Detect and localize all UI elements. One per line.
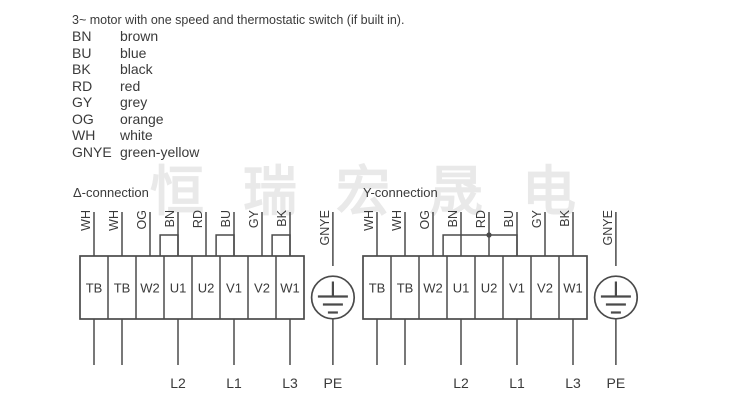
svg-text:GNYE: GNYE (318, 210, 332, 245)
svg-text:BU: BU (502, 210, 516, 227)
svg-text:L2: L2 (170, 375, 186, 391)
svg-text:Δ-connection: Δ-connection (73, 185, 149, 200)
svg-text:W1: W1 (280, 281, 300, 296)
svg-text:WH: WH (362, 210, 376, 231)
svg-text:W2: W2 (423, 281, 443, 296)
svg-text:RD: RD (191, 210, 205, 228)
svg-text:OG: OG (418, 210, 432, 229)
svg-text:PE: PE (324, 375, 343, 391)
svg-text:BN: BN (446, 210, 460, 227)
svg-text:L2: L2 (453, 375, 469, 391)
svg-text:TB: TB (369, 281, 386, 296)
svg-text:U2: U2 (198, 281, 215, 296)
svg-text:L3: L3 (565, 375, 581, 391)
svg-text:BU: BU (219, 210, 233, 227)
svg-text:BK: BK (558, 209, 572, 226)
svg-text:V1: V1 (226, 281, 242, 296)
svg-text:WH: WH (390, 210, 404, 231)
svg-text:TB: TB (86, 281, 103, 296)
svg-text:GY: GY (530, 209, 544, 228)
svg-text:BN: BN (163, 210, 177, 227)
svg-text:GNYE: GNYE (601, 210, 615, 245)
svg-text:RD: RD (474, 210, 488, 228)
svg-text:GY: GY (247, 209, 261, 228)
svg-text:U1: U1 (453, 281, 470, 296)
svg-text:OG: OG (135, 210, 149, 229)
svg-text:V1: V1 (509, 281, 525, 296)
svg-text:W2: W2 (140, 281, 160, 296)
svg-text:V2: V2 (254, 281, 270, 296)
svg-text:WH: WH (79, 210, 93, 231)
svg-text:BK: BK (275, 209, 289, 226)
svg-text:TB: TB (114, 281, 131, 296)
svg-text:Y-connection: Y-connection (363, 185, 438, 200)
svg-text:TB: TB (397, 281, 414, 296)
svg-text:L1: L1 (509, 375, 525, 391)
svg-text:L3: L3 (282, 375, 298, 391)
svg-text:WH: WH (107, 210, 121, 231)
svg-text:L1: L1 (226, 375, 242, 391)
svg-text:U1: U1 (170, 281, 187, 296)
svg-text:W1: W1 (563, 281, 583, 296)
svg-text:PE: PE (607, 375, 626, 391)
svg-text:U2: U2 (481, 281, 498, 296)
svg-text:V2: V2 (537, 281, 553, 296)
